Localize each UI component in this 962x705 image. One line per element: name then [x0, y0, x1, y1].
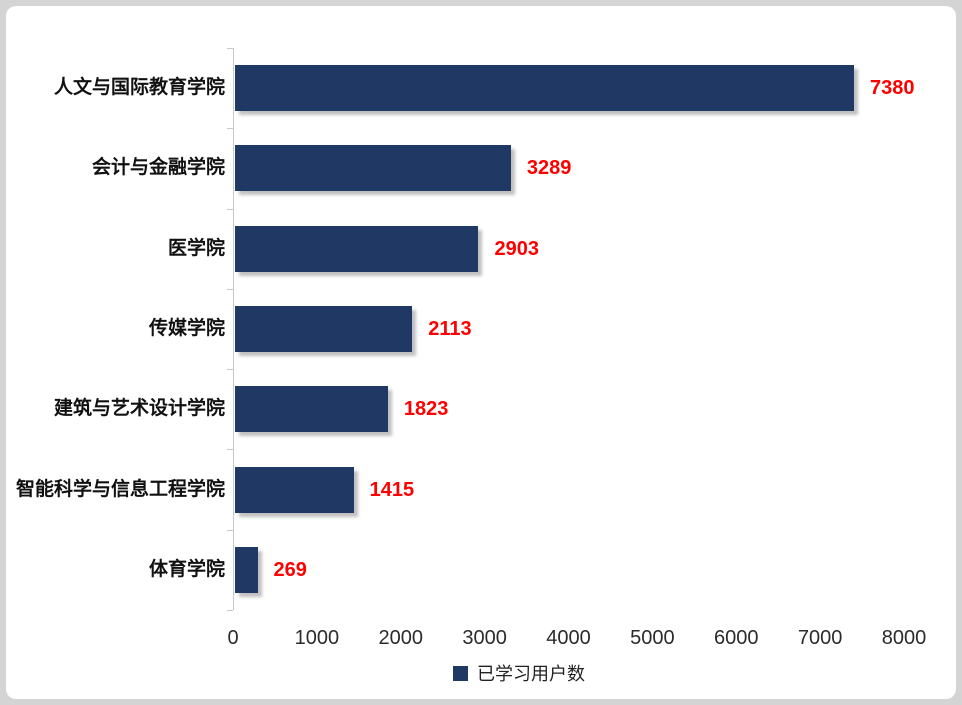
- legend: 已学习用户数: [453, 660, 585, 686]
- x-tick-label: 3000: [462, 627, 507, 649]
- x-tick-label: 7000: [797, 627, 843, 649]
- category-label: 人文与国际教育学院: [53, 77, 225, 99]
- category-label: 医学院: [167, 237, 225, 259]
- bar: [235, 466, 354, 513]
- axis-tick: [227, 449, 233, 451]
- category-label: 智能科学与信息工程学院: [15, 478, 225, 500]
- value-label: 2113: [428, 318, 472, 340]
- bar: [235, 386, 388, 433]
- category-label: 会计与金融学院: [91, 157, 225, 179]
- chart-card: 人文与国际教育学院 7380 会计与金融学院 3289 医学院 2903 传媒学院 2113 建…: [6, 6, 956, 699]
- value-label: 2903: [494, 237, 539, 260]
- bar: [235, 145, 511, 192]
- category-label: 体育学院: [148, 558, 225, 580]
- bar: [235, 546, 258, 593]
- axis-tick: [227, 48, 233, 49]
- legend-label: 已学习用户数: [477, 664, 585, 684]
- bar: [235, 225, 479, 272]
- value-label: 1415: [369, 478, 415, 501]
- x-tick-label: 0: [227, 627, 239, 649]
- plot-area: 人文与国际教育学院 7380 会计与金融学院 3289 医学院 2903 传媒学院 2113 建…: [6, 6, 956, 699]
- bar: [235, 306, 413, 352]
- axis-tick: [227, 128, 233, 130]
- legend-swatch-icon: [453, 665, 468, 681]
- x-tick-label: 6000: [714, 627, 759, 649]
- x-tick-label: 2000: [378, 627, 424, 649]
- axis-tick: [227, 208, 233, 210]
- category-label: 传媒学院: [148, 318, 225, 339]
- axis-tick: [227, 529, 233, 531]
- y-axis-line: [233, 48, 234, 610]
- x-tick-label: 1000: [294, 627, 340, 649]
- axis-tick: [227, 610, 233, 611]
- axis-tick: [227, 288, 233, 290]
- x-tick-label: 8000: [881, 627, 927, 649]
- value-label: 269: [273, 558, 307, 581]
- x-tick-label: 5000: [630, 627, 675, 649]
- value-label: 1823: [403, 398, 449, 421]
- value-label: 7380: [869, 77, 915, 100]
- category-label: 建筑与艺术设计学院: [53, 398, 225, 420]
- value-label: 3289: [526, 157, 572, 180]
- axis-tick: [227, 369, 233, 371]
- bar: [235, 65, 854, 112]
- x-tick-label: 4000: [546, 627, 591, 649]
